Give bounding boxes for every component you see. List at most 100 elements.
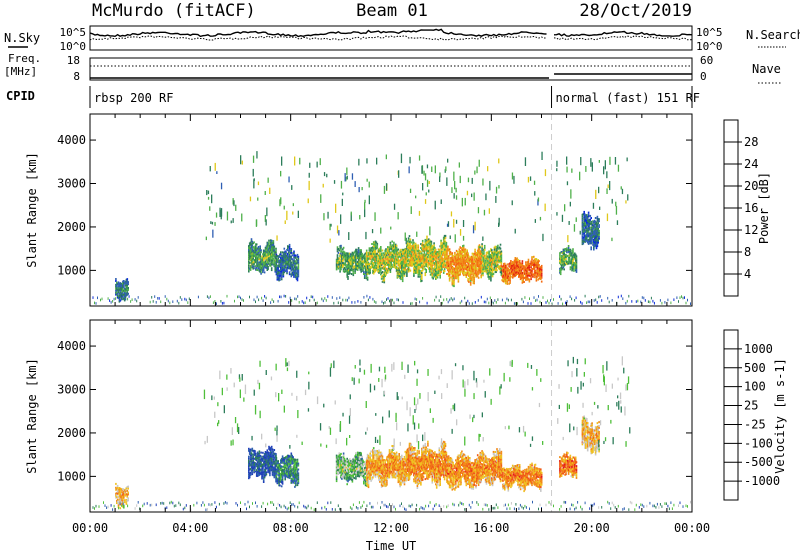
scatter-cell xyxy=(280,467,282,470)
scatter-cell xyxy=(593,243,596,246)
scatter-cell xyxy=(123,289,125,292)
scatter-cell xyxy=(521,297,523,301)
scatter-cell xyxy=(369,258,371,261)
scatter-cell xyxy=(248,268,250,271)
scatter-cell xyxy=(460,266,462,269)
scatter-cell xyxy=(516,257,518,260)
scatter-cell xyxy=(377,255,379,258)
scatter-cell xyxy=(116,294,119,297)
scatter-cell xyxy=(509,281,511,284)
scatter-cell xyxy=(438,248,441,251)
scatter-cell xyxy=(119,287,122,290)
scatter-cell xyxy=(357,256,360,259)
scatter-cell xyxy=(561,267,564,270)
scatter-cell xyxy=(368,264,371,267)
scatter-cell xyxy=(253,178,255,182)
scatter-cell xyxy=(534,191,536,196)
scatter-cell xyxy=(464,197,466,206)
scatter-cell xyxy=(417,246,420,249)
scatter-cell xyxy=(467,299,469,303)
scatter-cell xyxy=(276,266,279,269)
scatter-cell xyxy=(275,265,277,268)
scatter-cell xyxy=(259,245,261,248)
scatter-cell xyxy=(248,468,251,471)
scatter-cell xyxy=(268,467,270,470)
scatter-cell xyxy=(593,239,596,242)
scatter-cell xyxy=(428,261,430,264)
scatter-cell xyxy=(348,259,350,262)
scatter-cell xyxy=(411,247,413,249)
scatter-cell xyxy=(279,484,281,487)
scatter-cell xyxy=(446,245,448,248)
scatter-cell xyxy=(339,296,341,299)
scatter-cell xyxy=(260,249,262,252)
scatter-cell xyxy=(281,156,283,166)
scatter-cell xyxy=(378,258,380,261)
scatter-cell xyxy=(416,263,419,266)
scatter-cell xyxy=(511,266,513,269)
scatter-cell xyxy=(511,274,514,277)
scatter-cell xyxy=(249,460,252,463)
scatter-cell xyxy=(462,266,464,269)
scatter-cell xyxy=(378,271,380,274)
scatter-cell xyxy=(251,465,254,468)
scatter-cell xyxy=(326,173,328,178)
scatter-cell xyxy=(496,245,498,248)
scatter-cell xyxy=(409,188,412,193)
scatter-cell xyxy=(590,222,592,225)
scatter-cell xyxy=(124,298,127,301)
scatter-cell xyxy=(477,263,480,266)
scatter-cell xyxy=(285,258,287,261)
scatter-cell xyxy=(276,270,279,273)
scatter-cell xyxy=(252,461,254,464)
scatter-cell xyxy=(471,266,474,269)
scatter-cell xyxy=(340,244,342,247)
scatter-cell xyxy=(404,269,407,272)
scatter-cell xyxy=(268,455,270,458)
scatter-cell xyxy=(279,273,281,276)
scatter-cell xyxy=(268,463,270,466)
scatter-cell xyxy=(581,223,584,226)
scatter-cell xyxy=(363,267,365,270)
scatter-cell xyxy=(427,244,429,247)
scatter-cell xyxy=(447,261,450,264)
scatter-cell xyxy=(362,270,364,272)
scatter-cell xyxy=(287,249,289,252)
scatter-cell xyxy=(389,261,392,264)
scatter-cell xyxy=(255,261,258,263)
scatter-cell xyxy=(461,248,463,251)
scatter-cell xyxy=(267,453,269,456)
scatter-cell xyxy=(402,270,405,273)
scatter-cell xyxy=(365,231,367,240)
scatter-cell xyxy=(267,254,269,257)
scatter-cell xyxy=(296,460,299,463)
scatter-cell xyxy=(347,270,349,273)
scatter-cell xyxy=(283,466,286,469)
scatter-cell xyxy=(259,460,261,463)
scatter-cell xyxy=(394,253,397,256)
scatter-cell xyxy=(392,248,394,251)
scatter-cell xyxy=(406,252,409,255)
scatter-cell xyxy=(506,281,509,283)
scatter-cell xyxy=(263,265,266,268)
scatter-cell xyxy=(413,259,415,262)
scatter-cell xyxy=(388,263,391,266)
scatter-cell xyxy=(595,239,598,242)
scatter-cell xyxy=(511,264,513,267)
scatter-cell xyxy=(479,258,482,260)
scatter-cell xyxy=(287,263,290,266)
scatter-cell xyxy=(110,301,112,304)
scatter-cell xyxy=(396,251,399,254)
scatter-cell xyxy=(366,257,369,260)
scatter-cell xyxy=(255,462,257,465)
scatter-cell xyxy=(439,176,441,182)
scatter-cell xyxy=(259,264,261,267)
scatter-cell xyxy=(122,284,124,287)
scatter-cell xyxy=(297,474,300,477)
scatter-cell xyxy=(406,242,409,245)
scatter-cell xyxy=(434,251,436,254)
scatter-cell xyxy=(509,276,511,278)
scatter-cell xyxy=(370,266,372,269)
nsearch-tick-top: 10^5 xyxy=(696,26,723,39)
scatter-cell xyxy=(497,264,499,267)
